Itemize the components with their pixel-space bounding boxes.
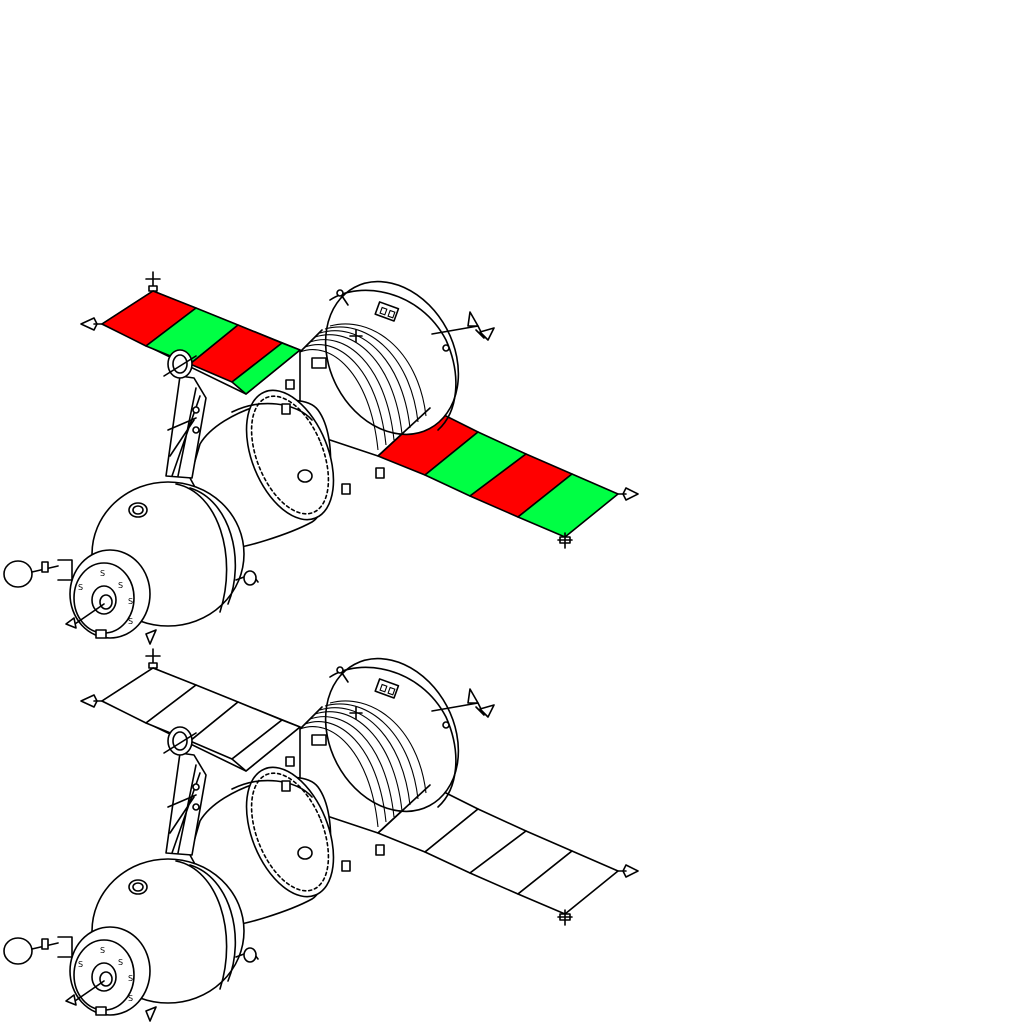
orbital-module: S S S S S: [3, 481, 259, 645]
left-solar-array: [80, 271, 301, 395]
left-solar-array: [80, 648, 301, 772]
svg-text:S: S: [128, 617, 133, 626]
left-panel-4: [231, 342, 301, 395]
spacecraft-view-colored: S S S S S: [3, 271, 639, 645]
right-solar-array: [377, 784, 639, 926]
service-module: [299, 280, 495, 495]
svg-text:S: S: [78, 583, 83, 592]
service-module: [299, 657, 495, 872]
svg-text:S: S: [128, 994, 133, 1003]
svg-text:S: S: [78, 960, 83, 969]
svg-text:S: S: [118, 958, 123, 967]
spacecraft-view-outline: S S S S S: [3, 648, 639, 1022]
left-panel-4: [231, 719, 301, 772]
svg-text:S: S: [100, 569, 105, 578]
svg-text:S: S: [128, 974, 133, 983]
right-solar-array: [377, 407, 639, 549]
antenna-boom: [163, 349, 207, 479]
svg-text:S: S: [100, 946, 105, 955]
svg-text:S: S: [118, 581, 123, 590]
orbital-module: S S S S S: [3, 858, 259, 1022]
antenna-boom: [163, 726, 207, 856]
svg-text:S: S: [128, 597, 133, 606]
